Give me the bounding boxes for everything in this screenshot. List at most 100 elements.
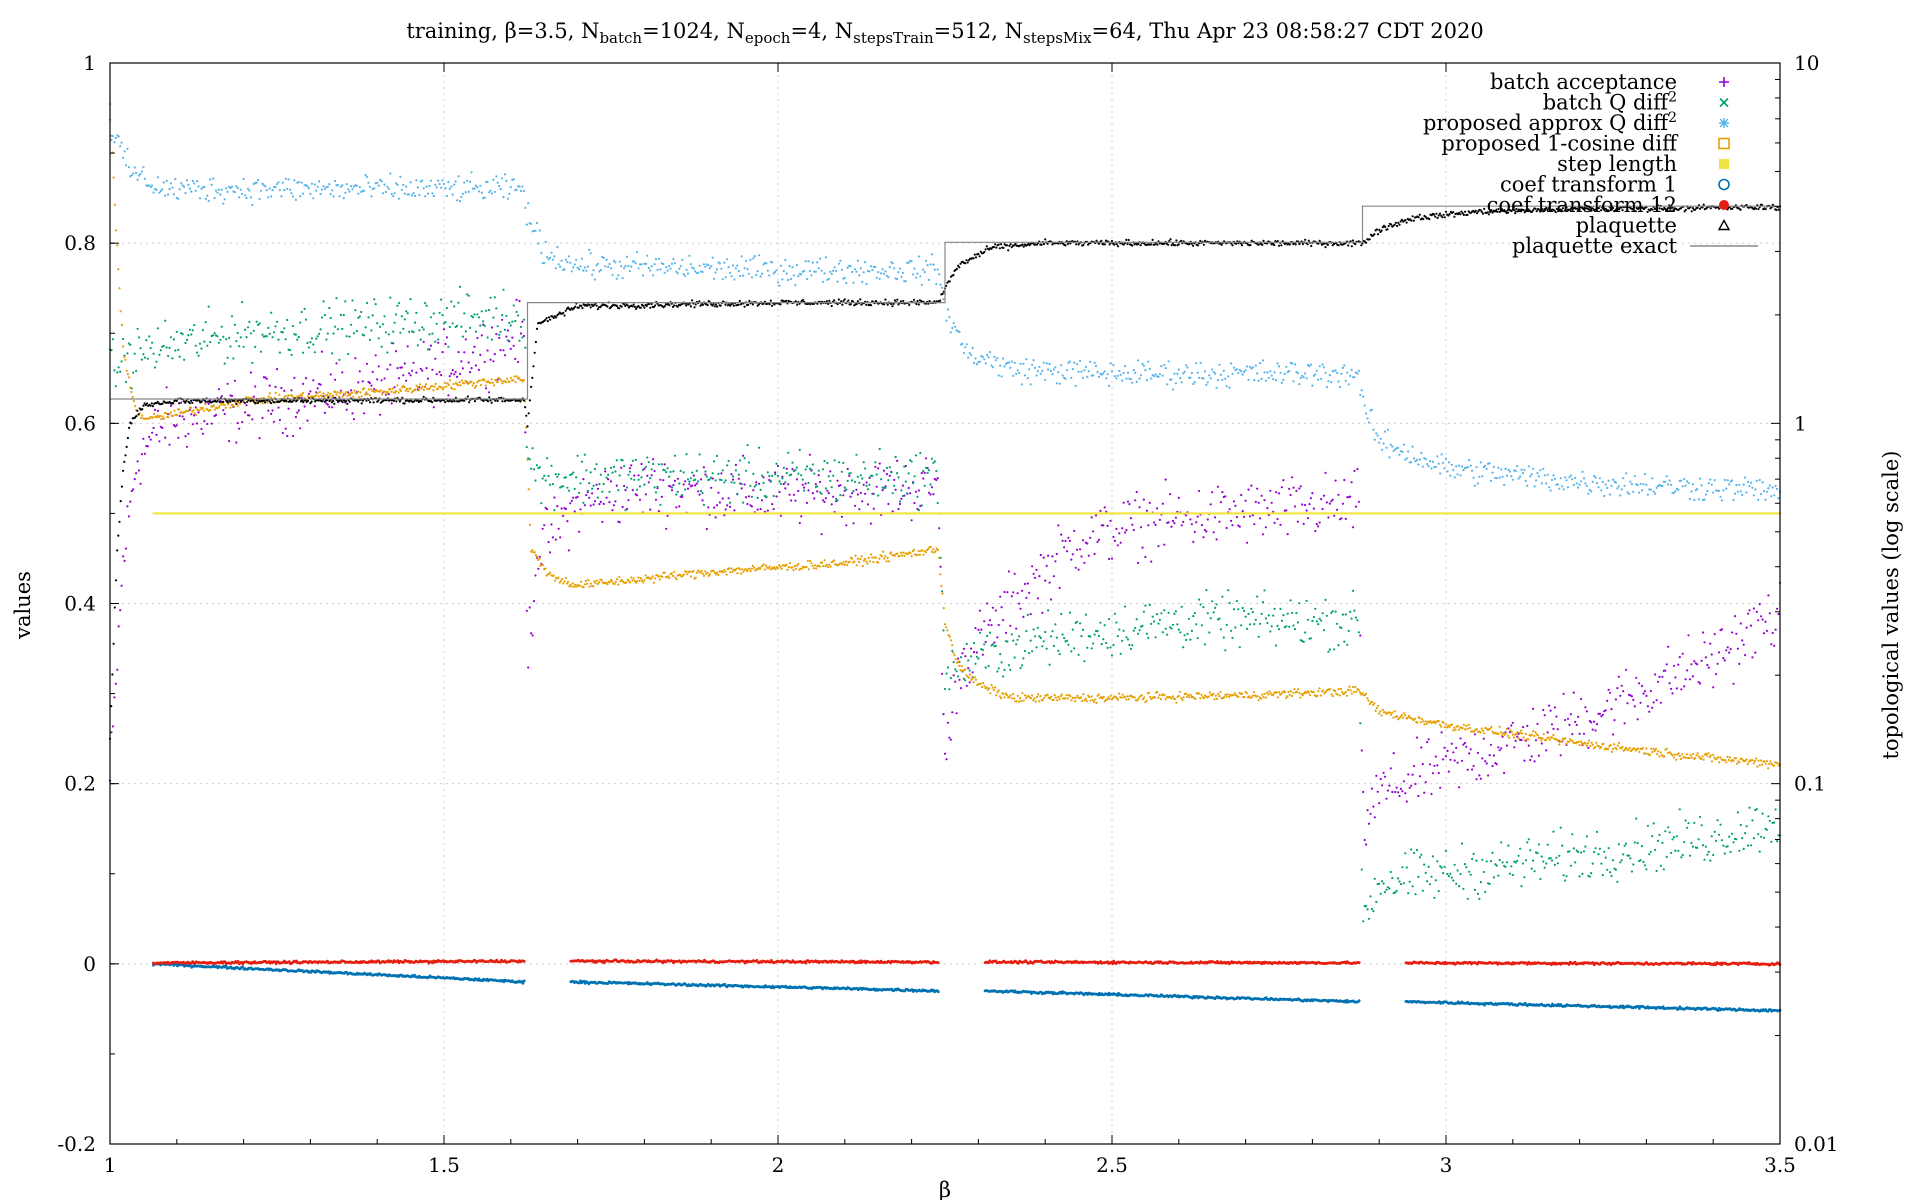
- data-point: [868, 477, 870, 479]
- data-point: [897, 271, 899, 273]
- data-point: [964, 655, 966, 657]
- data-point: [1165, 479, 1167, 481]
- data-point: [854, 268, 856, 270]
- data-point: [958, 665, 960, 667]
- data-point: [113, 369, 115, 371]
- data-point: [1706, 490, 1708, 492]
- data-point: [414, 322, 416, 324]
- data-point: [1141, 625, 1143, 627]
- data-point: [779, 566, 781, 568]
- data-point: [562, 485, 564, 487]
- data-point: [1609, 692, 1611, 694]
- data-point: [529, 458, 531, 460]
- data-point: [1316, 695, 1318, 697]
- data-point: [623, 267, 625, 269]
- data-point: [415, 372, 417, 374]
- data-point: [1317, 379, 1319, 381]
- data-point: [742, 571, 744, 573]
- data-point: [237, 332, 239, 334]
- data-point: [651, 468, 653, 470]
- data-point: [1547, 474, 1549, 476]
- data-point: [1588, 740, 1590, 742]
- data-point: [1017, 695, 1019, 697]
- data-point: [1240, 370, 1242, 372]
- data-point: [1054, 560, 1056, 562]
- data-point: [1378, 802, 1380, 804]
- data-point: [1163, 544, 1165, 546]
- data-point: [683, 273, 685, 275]
- data-point: [150, 347, 152, 349]
- data-point: [1529, 849, 1531, 851]
- data-point: [1212, 693, 1214, 695]
- data-point: [815, 271, 817, 273]
- data-point: [1497, 733, 1499, 735]
- data-point: [853, 561, 855, 563]
- data-point: [669, 268, 671, 270]
- data-point: [867, 503, 869, 505]
- data-point: [1664, 670, 1666, 672]
- data-point: [253, 330, 255, 332]
- data-point: [1324, 372, 1326, 374]
- data-point: [178, 408, 180, 410]
- data-point: [1378, 883, 1380, 885]
- data-point: [1520, 739, 1522, 741]
- data-point: [1340, 627, 1342, 629]
- data-point: [1762, 481, 1764, 483]
- data-point: [415, 179, 417, 181]
- data-point: [900, 498, 902, 500]
- data-point: [1317, 525, 1319, 527]
- data-point: [1422, 890, 1424, 892]
- data-point: [1075, 697, 1077, 699]
- data-point: [1510, 724, 1512, 726]
- data-point: [1683, 685, 1685, 687]
- data-point: [510, 348, 512, 350]
- data-point: [560, 580, 562, 582]
- data-point: [261, 334, 263, 336]
- data-point: [828, 492, 830, 494]
- data-point: [955, 658, 957, 660]
- data-point: [622, 459, 624, 461]
- data-point: [161, 415, 163, 417]
- data-point: [1401, 714, 1403, 716]
- data-point: [1391, 791, 1393, 793]
- data-point: [1262, 533, 1264, 535]
- data-point: [1622, 690, 1624, 692]
- data-point: [1157, 376, 1159, 378]
- data-point: [473, 313, 475, 315]
- data-point: [1112, 364, 1114, 366]
- data-point: [847, 480, 849, 482]
- data-point: [507, 329, 509, 331]
- data-point: [1476, 728, 1478, 730]
- data-point: [327, 404, 329, 406]
- data-point: [953, 322, 955, 324]
- data-point: [1751, 487, 1753, 489]
- data-point: [1422, 466, 1424, 468]
- data-point: [395, 350, 397, 352]
- data-point: [453, 184, 455, 186]
- data-point: [134, 166, 136, 168]
- data-point: [665, 528, 667, 530]
- data-point: [1064, 378, 1066, 380]
- data-point: [190, 413, 192, 415]
- data-point: [1287, 691, 1289, 693]
- data-point: [1699, 478, 1701, 480]
- data-point: [1398, 880, 1400, 882]
- data-point: [1202, 377, 1204, 379]
- data-point: [664, 469, 666, 471]
- data-point: [1153, 620, 1155, 622]
- data-point: [556, 505, 558, 507]
- data-point: [893, 485, 895, 487]
- data-point: [1165, 367, 1167, 369]
- data-point: [1741, 494, 1743, 496]
- data-point: [482, 320, 484, 322]
- data-point: [1102, 638, 1104, 640]
- data-point: [282, 182, 284, 184]
- data-point: [1648, 711, 1650, 713]
- data-point: [1693, 822, 1695, 824]
- data-point: [1115, 377, 1117, 379]
- data-point: [578, 492, 580, 494]
- data-point: [595, 484, 597, 486]
- data-point: [866, 283, 868, 285]
- data-point: [457, 302, 459, 304]
- data-point: [396, 184, 398, 186]
